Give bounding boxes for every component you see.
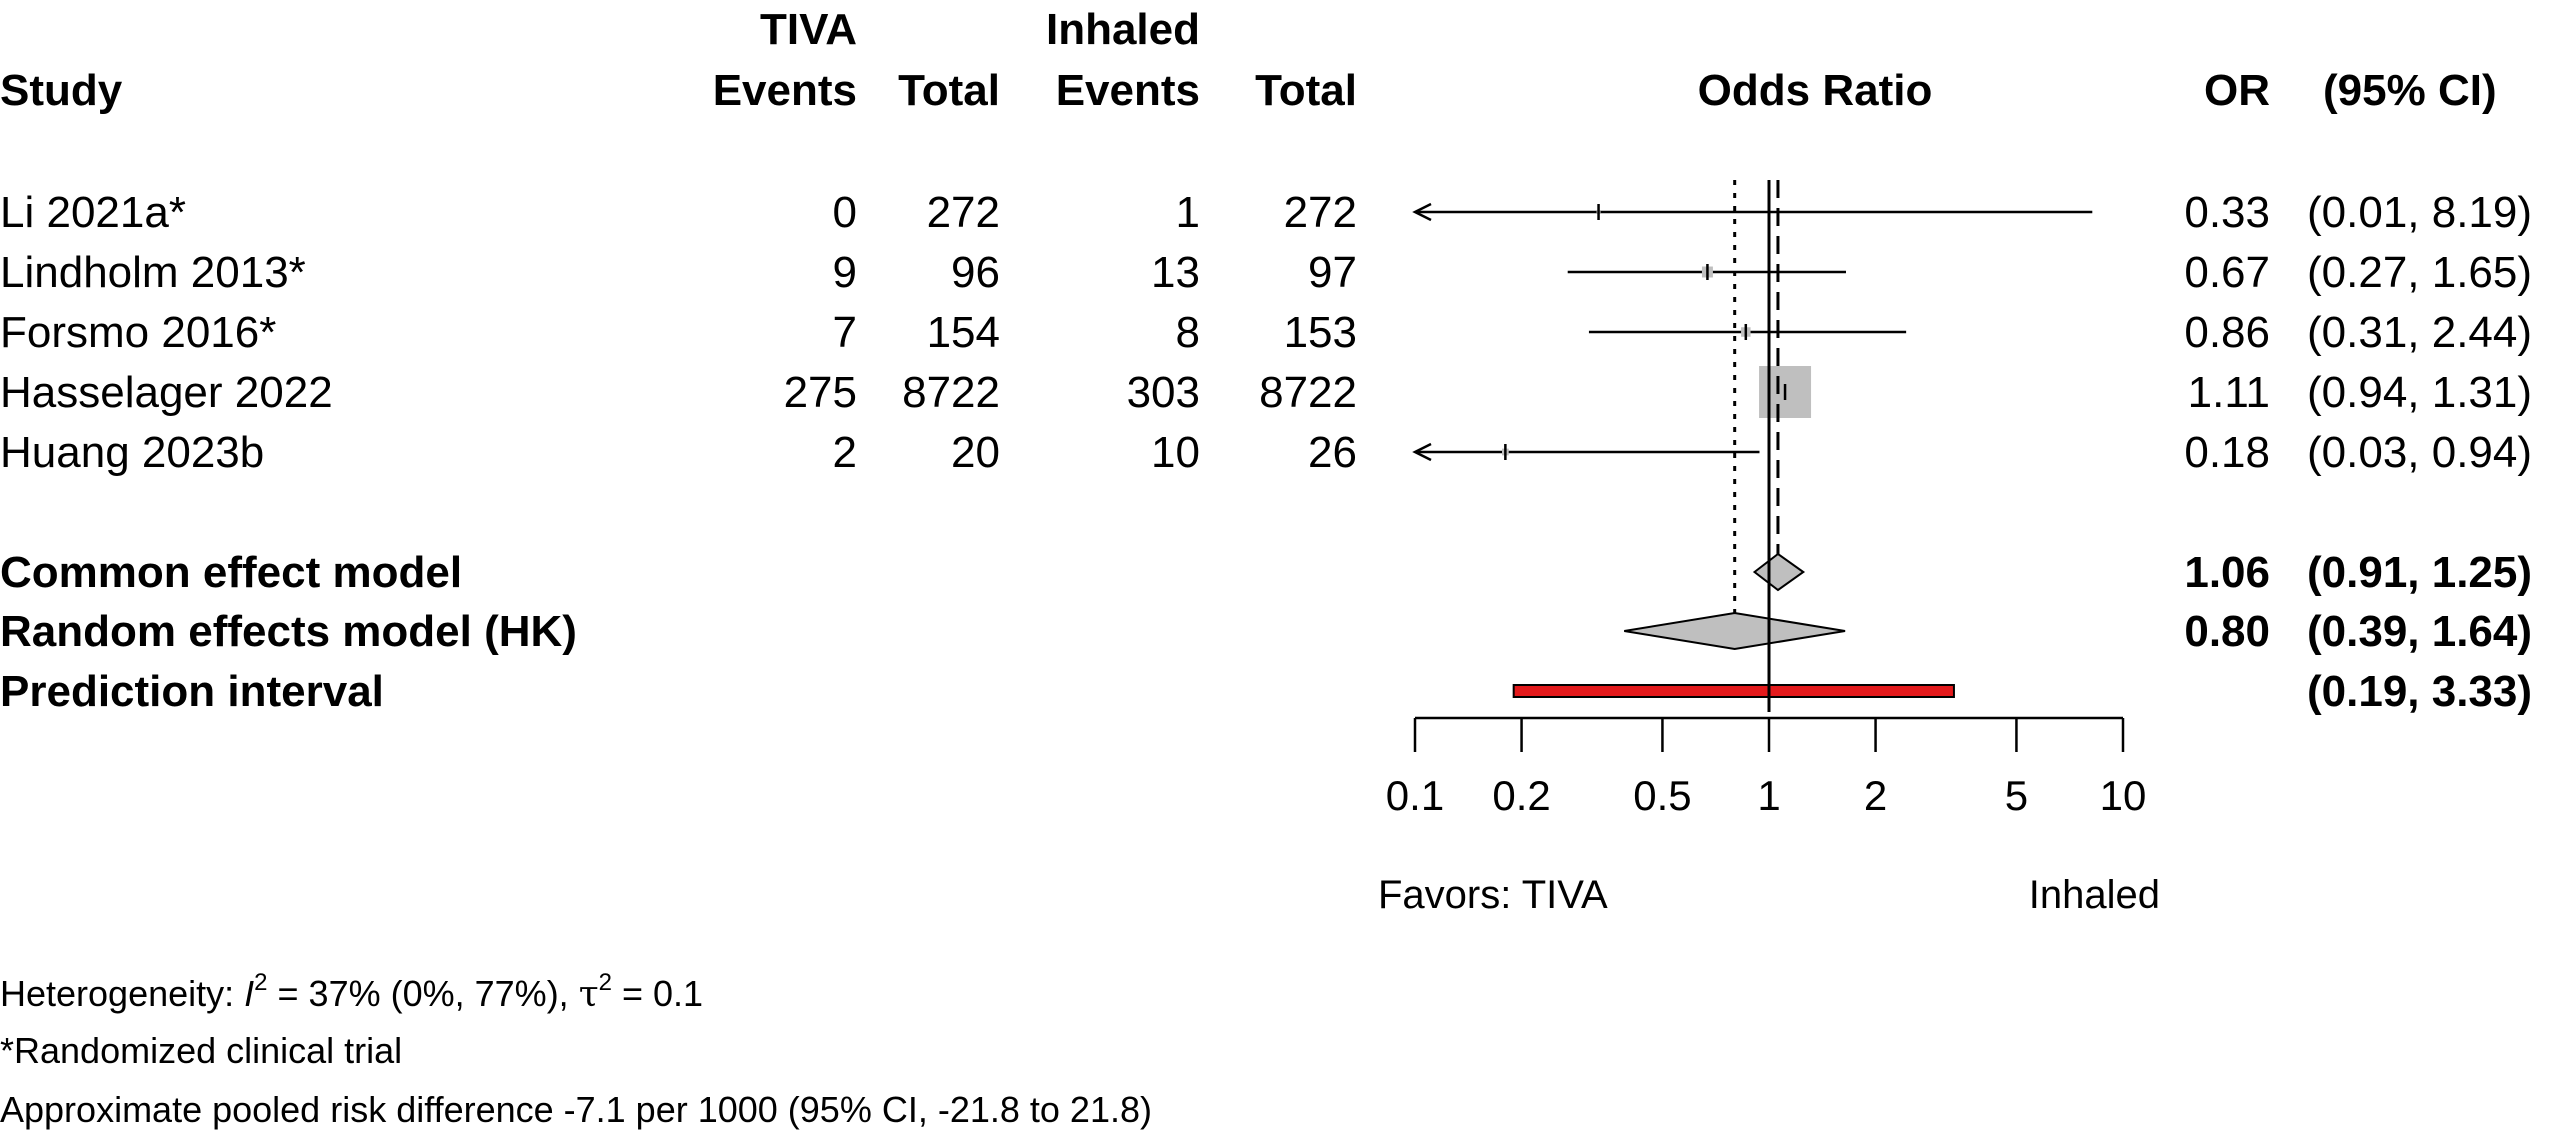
header-or: OR xyxy=(2204,66,2270,115)
x-axis-tick-label: 2 xyxy=(1864,772,1887,819)
study-count: 153 xyxy=(1284,308,1357,357)
common-label: Common effect model xyxy=(0,548,462,597)
prediction-row: Prediction interval (0.19, 3.33) xyxy=(0,667,2532,716)
rct-note: *Randomized clinical trial xyxy=(0,1030,402,1071)
study-or-value: 1.11 xyxy=(2188,368,2270,417)
random-row: Random effects model (HK) 0.80 (0.39, 1.64… xyxy=(0,607,2532,656)
x-axis-tick-label: 0.1 xyxy=(1386,772,1444,819)
heterogeneity-note: Heterogeneity: I2 = 37% (0%, 77%), τ2 = … xyxy=(0,969,703,1015)
header-odds-ratio: Odds Ratio xyxy=(1698,66,1933,115)
study-name: Hasselager 2022 xyxy=(0,368,333,417)
study-or-value: 0.67 xyxy=(2184,248,2270,297)
tau-superscript: 2 xyxy=(599,969,612,996)
common-diamond xyxy=(1752,552,1806,592)
x-axis: 0.1 0.2 0.5 1 2 5 10 xyxy=(1386,716,2147,819)
common-or-value: 1.06 xyxy=(2184,548,2270,597)
study-row: Lindholm 2013* 9 96 13 97 0.67 (0.27, 1.65) xyxy=(0,248,2532,297)
study-row: Hasselager 2022 275 8722 303 8722 1.11 (0.94, … xyxy=(0,366,2532,418)
study-name: Forsmo 2016* xyxy=(0,308,276,357)
x-axis-tick-label: 5 xyxy=(2005,772,2028,819)
study-count: 272 xyxy=(1284,188,1357,237)
study-ci-arrow-left xyxy=(1412,442,1432,462)
random-label: Random effects model (HK) xyxy=(0,607,577,656)
footnotes: Heterogeneity: I2 = 37% (0%, 77%), τ2 = … xyxy=(0,969,1152,1130)
study-count: 154 xyxy=(927,308,1000,357)
header-inhaled-events: Events xyxy=(1056,66,1200,115)
study-count: 26 xyxy=(1308,428,1357,477)
study-or-value: 0.18 xyxy=(2184,428,2270,477)
i2-superscript: 2 xyxy=(254,969,267,996)
study-count: 97 xyxy=(1308,248,1357,297)
study-count: 1 xyxy=(1176,188,1200,237)
study-count: 8722 xyxy=(1259,368,1357,417)
x-axis-tick-label: 1 xyxy=(1757,772,1780,819)
i2-symbol: I xyxy=(244,973,254,1014)
header-tiva: TIVA xyxy=(760,5,857,54)
header-inhaled-total: Total xyxy=(1255,66,1357,115)
study-count: 272 xyxy=(927,188,1000,237)
favors-labels: Favors: TIVA Inhaled xyxy=(1378,873,2160,917)
study-name: Huang 2023b xyxy=(0,428,264,477)
random-diamond xyxy=(1624,611,1846,651)
x-axis-tick-label: 0.2 xyxy=(1492,772,1550,819)
study-row: Li 2021a* 0 272 1 272 0.33 (0.01, 8.19) xyxy=(0,188,2532,237)
prediction-interval-bar xyxy=(1512,684,1955,698)
study-ci-value: (0.27, 1.65) xyxy=(2307,248,2532,297)
study-count: 303 xyxy=(1127,368,1200,417)
prediction-label: Prediction interval xyxy=(0,667,384,716)
i2-value: = 37% (0%, 77%), xyxy=(268,973,579,1014)
random-ci-value: (0.39, 1.64) xyxy=(2307,607,2532,656)
common-row: Common effect model 1.06 (0.91, 1.25) xyxy=(0,548,2532,597)
study-ci-value: (0.01, 8.19) xyxy=(2307,188,2532,237)
study-name: Lindholm 2013* xyxy=(0,248,306,297)
study-row: Huang 2023b 2 20 10 26 0.18 (0.03, 0.94) xyxy=(0,428,2532,477)
study-ci-value: (0.94, 1.31) xyxy=(2307,368,2532,417)
study-rows: Li 2021a* 0 272 1 272 0.33 (0.01, 8.19) Lindhol… xyxy=(0,188,2532,477)
tau-symbol: τ xyxy=(579,974,599,1015)
random-or-value: 0.80 xyxy=(2184,607,2270,656)
study-count: 13 xyxy=(1151,248,1200,297)
favors-left-label: Favors: TIVA xyxy=(1378,873,1608,917)
column-headers: TIVA Inhaled Study Events Total Events T… xyxy=(0,5,2497,115)
header-tiva-events: Events xyxy=(713,66,857,115)
study-ci-value: (0.31, 2.44) xyxy=(2307,308,2532,357)
tau-value: = 0.1 xyxy=(612,973,703,1014)
risk-difference-note: Approximate pooled risk difference -7.1 … xyxy=(0,1089,1152,1130)
study-count: 0 xyxy=(833,188,857,237)
header-study: Study xyxy=(0,66,123,115)
header-inhaled: Inhaled xyxy=(1046,5,1200,54)
plot-area xyxy=(1733,180,1780,712)
summary-rows: Common effect model 1.06 (0.91, 1.25) Rando… xyxy=(0,548,2532,716)
study-or-value: 0.33 xyxy=(2184,188,2270,237)
study-row: Forsmo 2016* 7 154 8 153 0.86 (0.31, 2.44) xyxy=(0,308,2532,357)
header-ci: (95% CI) xyxy=(2323,66,2497,115)
study-name: Li 2021a* xyxy=(0,188,186,237)
study-ci-value: (0.03, 0.94) xyxy=(2307,428,2532,477)
study-count: 10 xyxy=(1151,428,1200,477)
study-count: 20 xyxy=(951,428,1000,477)
study-count: 96 xyxy=(951,248,1000,297)
study-count: 8 xyxy=(1176,308,1200,357)
prediction-ci-value: (0.19, 3.33) xyxy=(2307,667,2532,716)
study-or-value: 0.86 xyxy=(2184,308,2270,357)
study-count: 7 xyxy=(833,308,857,357)
header-tiva-total: Total xyxy=(898,66,1000,115)
study-count: 2 xyxy=(833,428,857,477)
heterogeneity-prefix: Heterogeneity: xyxy=(0,973,244,1014)
favors-right-label: Inhaled xyxy=(2029,873,2160,917)
study-count: 8722 xyxy=(902,368,1000,417)
study-ci-arrow-left xyxy=(1412,202,1432,222)
x-axis-tick-label: 10 xyxy=(2100,772,2147,819)
study-count: 275 xyxy=(784,368,857,417)
study-count: 9 xyxy=(833,248,857,297)
common-ci-value: (0.91, 1.25) xyxy=(2307,548,2532,597)
x-axis-tick-label: 0.5 xyxy=(1633,772,1691,819)
